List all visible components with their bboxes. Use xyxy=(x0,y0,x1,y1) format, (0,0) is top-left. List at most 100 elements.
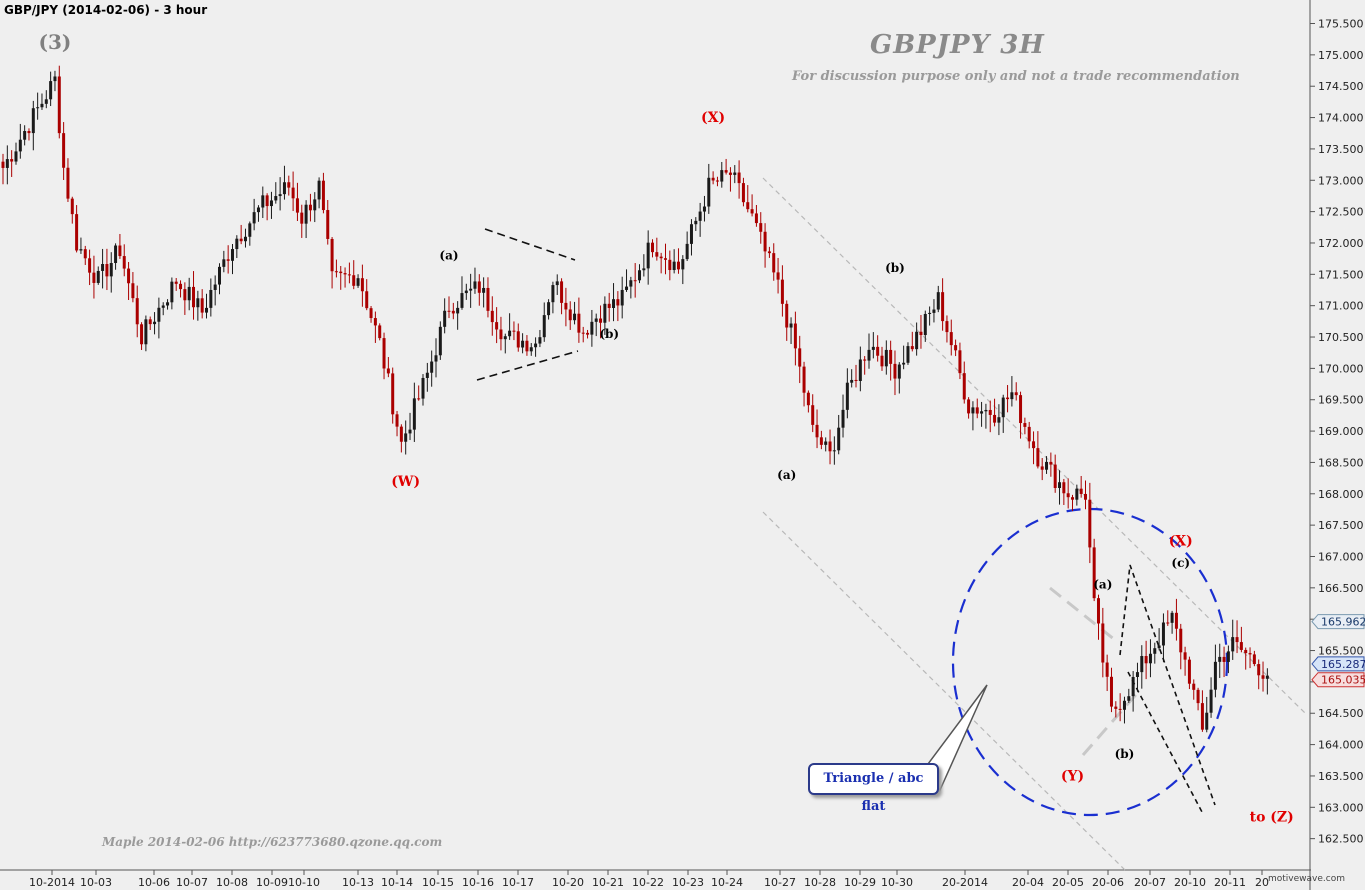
candle-body xyxy=(841,409,845,428)
price-tag-label-1: 165.287 xyxy=(1321,658,1365,671)
candle-body xyxy=(1001,397,1005,418)
candle-body xyxy=(456,307,460,314)
candle-body xyxy=(923,313,927,336)
candle-body xyxy=(560,281,564,303)
triangle-upper-line xyxy=(484,228,576,261)
candle-body xyxy=(1096,598,1100,624)
candle-body xyxy=(1101,623,1105,663)
candle-body xyxy=(40,103,44,108)
candle-body xyxy=(1092,547,1096,599)
candle-body xyxy=(239,238,243,242)
candle-body xyxy=(863,359,867,361)
candle-body xyxy=(521,340,525,348)
candle-body xyxy=(18,139,22,152)
candle-body xyxy=(1196,689,1200,704)
wave-label-7: (a) xyxy=(1093,578,1112,592)
candle-body xyxy=(334,271,338,273)
candle-body xyxy=(269,200,273,207)
candle-body xyxy=(291,187,295,199)
candle-body xyxy=(651,242,654,253)
author-footer: Maple 2014-02-06 http://623773680.qzone.… xyxy=(102,835,443,849)
candle-body xyxy=(508,330,512,337)
candle-body xyxy=(434,355,438,362)
candle-body xyxy=(114,245,118,264)
x-tick-label-8: 10-14 xyxy=(381,876,413,889)
watermark-subtitle: For discussion purpose only and not a tr… xyxy=(792,69,1240,84)
candle-body xyxy=(53,76,57,82)
candle-body xyxy=(689,224,693,244)
candle-body xyxy=(547,302,551,316)
candle-body xyxy=(750,209,754,214)
candle-body xyxy=(897,364,901,379)
candle-body xyxy=(1170,612,1174,623)
candle-body xyxy=(213,284,217,290)
y-tick-label-26: 175.500 xyxy=(1318,18,1364,31)
y-tick-label-22: 173.500 xyxy=(1318,143,1364,156)
x-tick-label-5: 10-09 xyxy=(256,876,288,889)
candle-body xyxy=(724,170,728,173)
candle-body xyxy=(1135,672,1139,677)
x-tick-label-24: 20-06 xyxy=(1092,876,1124,889)
candle-body xyxy=(997,417,1001,423)
x-tick-label-1: 10-03 xyxy=(80,876,112,889)
candle-body xyxy=(1200,703,1204,730)
candle-body xyxy=(949,332,953,346)
candle-body xyxy=(1027,426,1031,442)
candle-body xyxy=(1010,392,1014,400)
candle-body xyxy=(499,329,503,340)
candle-body xyxy=(140,324,144,345)
candle-body xyxy=(209,289,213,308)
x-tick-label-14: 10-22 xyxy=(632,876,664,889)
candle-body xyxy=(49,81,53,100)
x-tick-label-11: 10-17 xyxy=(502,876,534,889)
candle-body xyxy=(772,253,776,273)
candle-body xyxy=(876,346,880,356)
candle-body xyxy=(1062,482,1066,494)
candle-body xyxy=(811,405,815,425)
candle-body xyxy=(278,194,282,197)
candle-body xyxy=(711,177,715,181)
candle-body xyxy=(633,280,637,282)
candle-body xyxy=(871,346,875,350)
candle-body xyxy=(417,398,421,400)
y-tick-label-15: 170.000 xyxy=(1318,362,1364,375)
candle-body xyxy=(1183,652,1187,660)
candle-body xyxy=(339,271,343,274)
candle-body xyxy=(274,196,278,201)
x-tick-label-15: 10-23 xyxy=(672,876,704,889)
candle-body xyxy=(131,283,135,299)
candle-body xyxy=(122,256,126,269)
x-tick-label-22: 20-04 xyxy=(1012,876,1044,889)
candle-body xyxy=(1174,612,1178,629)
candle-body xyxy=(1088,499,1092,548)
candle-body xyxy=(243,236,247,242)
candle-body xyxy=(1049,461,1053,465)
candle-body xyxy=(741,183,745,203)
candle-body xyxy=(1261,675,1265,679)
candle-body xyxy=(395,414,399,427)
brand-logo: motivewave.com xyxy=(1268,874,1345,884)
candle-body xyxy=(1109,676,1113,707)
candle-body xyxy=(365,291,369,309)
candle-body xyxy=(101,264,105,271)
candle-body xyxy=(612,299,616,308)
candle-body xyxy=(785,303,789,328)
candle-body xyxy=(1131,676,1135,697)
x-tick-label-4: 10-08 xyxy=(216,876,248,889)
y-tick-label-10: 167.500 xyxy=(1318,519,1364,532)
candle-body xyxy=(599,318,603,323)
wave-label-1: (W) xyxy=(391,474,420,490)
candle-body xyxy=(754,213,758,224)
candle-body xyxy=(694,220,698,225)
wave-label-3: (b) xyxy=(599,327,619,341)
candle-body xyxy=(858,359,862,381)
y-tick-label-9: 167.000 xyxy=(1318,550,1364,563)
candle-body xyxy=(343,273,347,275)
y-tick-label-23: 174.000 xyxy=(1318,112,1364,125)
candle-body xyxy=(205,307,209,313)
candle-body xyxy=(196,298,200,308)
candle-body xyxy=(586,332,590,335)
candle-body xyxy=(746,202,750,210)
x-tick-label-12: 10-20 xyxy=(552,876,584,889)
candle-body xyxy=(1118,708,1122,710)
